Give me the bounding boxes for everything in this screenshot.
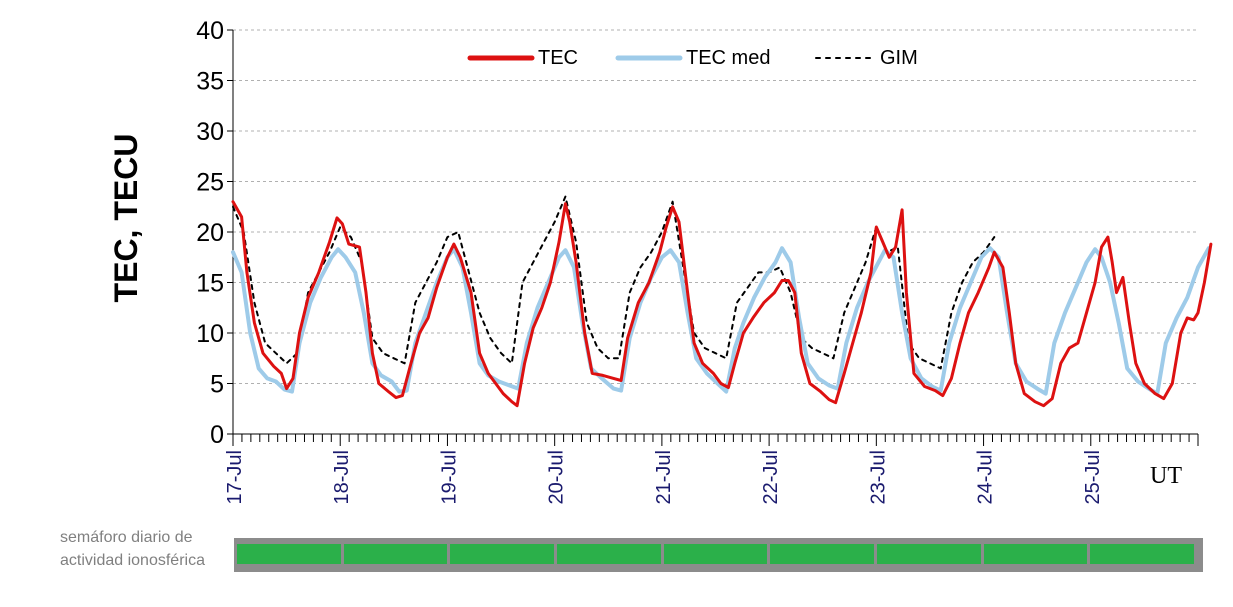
x-tick-label: 23-Jul <box>867 450 889 504</box>
gridlines <box>233 29 1198 384</box>
semaforo-day-cell <box>877 544 981 564</box>
y-tick-label: 40 <box>196 17 224 45</box>
y-tick-label: 35 <box>196 68 224 96</box>
y-tick-label: 20 <box>196 219 224 247</box>
y-tick-label: 10 <box>196 320 224 348</box>
y-axis-title: TEC, TECU <box>108 134 144 303</box>
semaforo-day-cell <box>237 544 341 564</box>
semaforo-bar <box>234 538 1203 572</box>
y-tick-label: 5 <box>210 371 224 399</box>
x-tick-label: 19-Jul <box>438 450 460 504</box>
series-tec-line <box>231 200 1213 408</box>
y-tick-label: 25 <box>196 169 224 197</box>
legend: TEC TEC med GIM <box>467 47 918 69</box>
legend-label: TEC med <box>686 47 770 69</box>
y-tick-label: 15 <box>196 270 224 298</box>
series-tec-med-line <box>231 246 1211 396</box>
semaforo-day-cell <box>983 544 1088 564</box>
legend-label: TEC <box>538 47 578 69</box>
series-gim-line <box>232 195 996 370</box>
semaforo-day-cell <box>450 544 554 564</box>
x-tick-label: 24-Jul <box>975 450 997 504</box>
x-tick-label: 25-Jul <box>1082 450 1104 504</box>
x-tick-label: 21-Jul <box>653 450 675 504</box>
x-tick-label: 20-Jul <box>546 450 568 504</box>
series-lines <box>231 195 1213 408</box>
x-tick-label: 17-Jul <box>224 450 246 504</box>
x-tick-label: 18-Jul <box>331 450 353 504</box>
x-axis-unit: UT <box>1150 463 1182 489</box>
semaforo-day-cell <box>343 544 448 564</box>
semaforo-day-cell <box>663 544 768 564</box>
legend-label: GIM <box>880 47 918 69</box>
semaforo-day-cell <box>770 544 874 564</box>
x-tick-label: 22-Jul <box>760 450 782 504</box>
y-axis-ticks: 0 5 10 15 20 25 30 35 40 <box>196 17 233 449</box>
semaforo-label: semáforo diario de actividad ionosférica <box>60 529 205 569</box>
y-tick-label: 30 <box>196 118 224 146</box>
x-axis-ticks: 17-Jul 18-Jul 19-Jul 20-Jul 21-Jul 22-Jul 23-J… <box>224 434 1199 504</box>
semaforo-day-cell <box>1090 544 1194 564</box>
y-tick-label: 0 <box>210 421 224 449</box>
semaforo-day-cell <box>557 544 661 564</box>
